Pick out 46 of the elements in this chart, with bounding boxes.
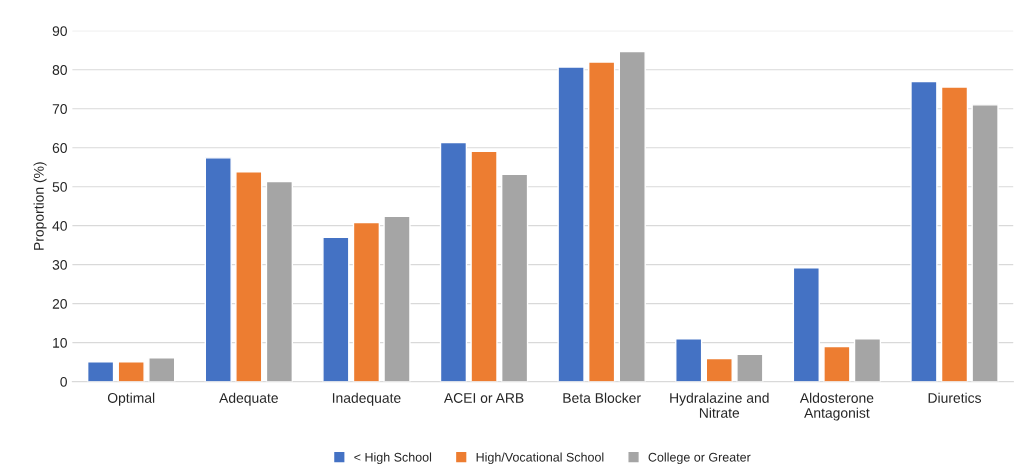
bar [736,353,764,382]
y-tick-label: 60 [52,143,67,153]
x-tick-label: ACEI or ARB [443,393,524,403]
y-tick-label: 90 [52,26,67,36]
bar [910,80,938,382]
bar [792,267,820,382]
y-tick-label: 10 [53,337,67,348]
x-tick-label: Beta Blocker [563,392,641,403]
bar [470,150,498,382]
bar [148,357,176,382]
y-tick-label: 40 [52,221,67,231]
bar [971,104,999,382]
legend-label: College or Greater [648,452,751,465]
y-tick-label: 30 [52,259,67,270]
y-tick-label: 20 [52,298,67,309]
x-tick-label: Adequate [219,392,278,406]
y-tick-label: 70 [52,104,67,114]
bar [853,338,882,382]
bar [86,360,115,382]
bar [557,66,585,382]
x-tick-label: Inadequate [332,392,401,406]
bar [352,221,381,382]
bar [675,338,703,382]
bar [265,180,294,382]
legend-label: < High School [354,452,432,465]
bar [823,345,851,382]
legend-label: High/Vocational School [476,452,604,465]
bar [322,236,350,382]
y-axis-title: Proportion (%) [33,162,47,250]
y-tick-label: 50 [52,182,67,192]
x-tick-label: Hydralazine and Nitrate [670,392,769,418]
bar [235,171,263,382]
bar [940,86,969,382]
bar [588,61,616,382]
bar [705,357,733,382]
bar [204,157,232,382]
bar [618,50,646,382]
y-tick-label: 80 [52,65,67,75]
y-tick-label: 0 [60,376,67,387]
bar [117,360,145,382]
x-tick-label: Aldosterone Antagonist [799,392,874,421]
x-tick-label: Optimal [107,392,155,406]
bar [383,215,411,382]
bar [439,141,468,382]
bar [500,173,529,382]
x-tick-label: Diuretics [928,392,982,403]
